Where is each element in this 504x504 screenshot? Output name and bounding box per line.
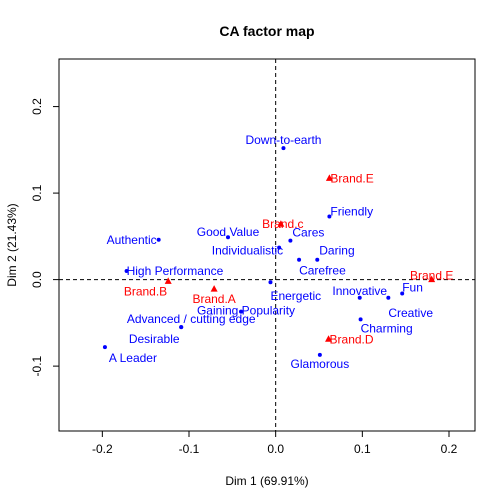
- brand-point: [325, 174, 333, 181]
- attribute-label: Glamorous: [291, 357, 350, 371]
- attribute-label: Fun: [402, 280, 423, 294]
- attribute-label: Authentic: [107, 233, 157, 247]
- attribute-label: Carefree: [299, 264, 346, 278]
- attribute-label: A Leader: [109, 351, 157, 365]
- chart-title: CA factor map: [219, 23, 314, 39]
- brand-label: Brand.A: [192, 292, 235, 306]
- y-axis-title: Dim 2 (21.43%): [5, 203, 19, 286]
- attribute-point: [156, 237, 161, 242]
- attribute-label: Advanced / cutting edge: [127, 312, 256, 326]
- attribute-label: Daring: [319, 244, 354, 258]
- x-axis-title: Dim 1 (69.91%): [225, 474, 308, 488]
- attribute-label: Creative: [388, 306, 433, 320]
- attribute-point: [357, 295, 362, 300]
- attribute-label: Good Value: [197, 225, 260, 239]
- attribute-point: [358, 317, 363, 322]
- attribute-label: Down-to-earth: [245, 133, 321, 147]
- brand-point: [277, 220, 285, 227]
- y-tick-label: 0.1: [30, 184, 44, 201]
- x-tick-label: 0.2: [441, 442, 458, 456]
- x-tick-label: 0.0: [267, 442, 284, 456]
- attribute-label: Innovative: [332, 284, 387, 298]
- brand-label: Brand.E: [330, 171, 373, 185]
- attribute-label: Gaining Popularity: [197, 304, 295, 318]
- attribute-label: Friendly: [330, 204, 373, 218]
- attribute-point: [268, 280, 273, 285]
- plot-area: -0.2 -0.1 0.0 0.1 0.2 -0.1 0.0 0.1 0.2 Down-to-ea…: [30, 58, 476, 456]
- brand-point: [325, 335, 333, 342]
- attribute-point: [281, 146, 286, 151]
- brand-point: [210, 285, 218, 292]
- y-tick-label: 0.2: [30, 98, 44, 115]
- attribute-point: [386, 295, 391, 300]
- attribute-point: [226, 235, 230, 240]
- plot-frame: [58, 58, 476, 432]
- attribute-point: [102, 345, 107, 350]
- brand-label: Brand.B: [124, 284, 167, 298]
- attribute-point: [288, 238, 293, 243]
- brand-label: Brand.E: [410, 269, 453, 283]
- attribute-label: Charming: [361, 321, 413, 335]
- attribute-point: [239, 309, 243, 314]
- brand-label: Brand.c: [262, 217, 303, 231]
- brand-point: [428, 275, 436, 283]
- x-tick-label: -0.1: [179, 442, 200, 456]
- x-tick-label: -0.2: [92, 442, 113, 456]
- attribute-point: [400, 291, 405, 296]
- attribute-point: [179, 325, 184, 330]
- attribute-point: [277, 245, 282, 250]
- attribute-point: [124, 268, 129, 273]
- attribute-label: Individualistic: [212, 244, 283, 258]
- attribute-label: Cares: [292, 226, 324, 240]
- attribute-label: Energetic: [270, 289, 321, 303]
- y-tick-label: -0.1: [30, 355, 44, 376]
- attribute-point: [297, 257, 302, 262]
- brand-point: [164, 277, 172, 284]
- attribute-point: [315, 257, 320, 262]
- attribute-label: High Performance: [127, 264, 224, 278]
- y-tick-label: 0.0: [30, 271, 44, 288]
- brand-label: Brand.D: [330, 332, 374, 346]
- x-tick-label: 0.1: [354, 442, 371, 456]
- attribute-label: Desirable: [129, 332, 180, 346]
- attribute-point: [317, 352, 322, 357]
- attribute-point: [327, 214, 332, 219]
